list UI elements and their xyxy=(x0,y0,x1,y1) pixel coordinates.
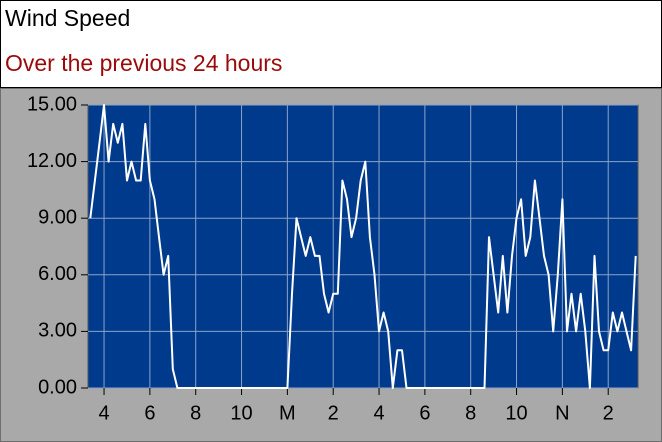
y-tick-label: 6.00 xyxy=(38,263,77,285)
x-tick-label: 2 xyxy=(603,402,614,424)
x-tick-label: 10 xyxy=(505,402,527,424)
x-tick-label: 10 xyxy=(230,402,252,424)
x-tick-label: 6 xyxy=(419,402,430,424)
y-tick-label: 9.00 xyxy=(38,206,77,228)
y-tick-label: 15.00 xyxy=(27,93,77,115)
plot-area xyxy=(87,104,639,389)
x-tick-label: 4 xyxy=(373,402,384,424)
header xyxy=(0,0,662,88)
chart-subtitle: Over the previous 24 hours xyxy=(5,50,282,76)
chart-title: Wind Speed xyxy=(5,5,130,31)
y-tick-label: 0.00 xyxy=(38,376,77,398)
x-tick-label: 2 xyxy=(328,402,339,424)
x-tick-label: 8 xyxy=(465,402,476,424)
x-tick-label: M xyxy=(279,402,296,424)
x-tick-label: 8 xyxy=(190,402,201,424)
x-tick-label: N xyxy=(555,402,569,424)
y-tick-label: 12.00 xyxy=(27,150,77,172)
x-tick-label: 4 xyxy=(98,402,109,424)
y-tick-label: 3.00 xyxy=(38,320,77,342)
wind-line xyxy=(89,104,637,389)
x-tick-label: 6 xyxy=(144,402,155,424)
